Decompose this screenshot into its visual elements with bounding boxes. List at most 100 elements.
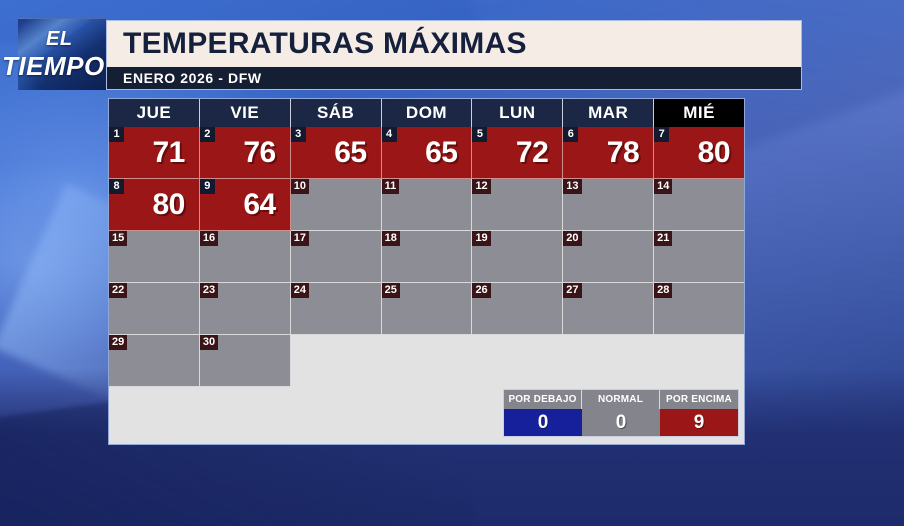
calendar-empty-cell bbox=[654, 335, 745, 387]
calendar-day-cell-8[interactable]: 8 80 bbox=[109, 179, 200, 231]
day-number-badge: 11 bbox=[381, 179, 400, 194]
legend-label-above: POR ENCIMA bbox=[660, 390, 738, 409]
temperature-value: 78 bbox=[606, 135, 640, 169]
calendar-week-row: 15 16 17 18 19 20 21 bbox=[109, 231, 745, 283]
day-number-badge: 7 bbox=[654, 127, 670, 142]
calendar-day-cell-16[interactable]: 16 bbox=[199, 231, 291, 283]
logo-background bbox=[18, 18, 106, 90]
logo-line-tiempo: TIEMPO bbox=[2, 51, 105, 81]
day-number-badge: 22 bbox=[109, 283, 128, 298]
logo-text: EL TIEMPO bbox=[2, 18, 106, 90]
temperature-value: 76 bbox=[243, 135, 276, 169]
day-number-badge: 28 bbox=[654, 283, 673, 298]
calendar-day-cell-27[interactable]: 27 bbox=[563, 283, 655, 335]
calendar-panel: JUE VIE SÁB DOM LUN MAR MIÉ 1 71 2 76 3 65 4 65 5 72 6 78… bbox=[108, 98, 745, 445]
day-number-badge: 12 bbox=[472, 179, 491, 194]
legend-column-normal: NORMAL 0 bbox=[582, 390, 660, 436]
temperature-value: 65 bbox=[334, 135, 367, 169]
calendar-day-cell-1[interactable]: 1 71 bbox=[109, 127, 200, 179]
day-number-badge: 2 bbox=[199, 127, 215, 142]
calendar-day-cell-9[interactable]: 9 64 bbox=[199, 179, 291, 231]
calendar-grid: 1 71 2 76 3 65 4 65 5 72 6 78 7 80 8 80 9 64 10 11 12 13 14 15 1… bbox=[109, 127, 745, 387]
page-subtitle: ENERO 2026 - DFW bbox=[107, 67, 801, 89]
day-number-badge: 19 bbox=[472, 231, 491, 246]
calendar-day-cell-10[interactable]: 10 bbox=[290, 179, 382, 231]
day-header-mié: MIÉ bbox=[654, 99, 745, 127]
day-number-badge: 25 bbox=[381, 283, 400, 298]
calendar-day-cell-24[interactable]: 24 bbox=[290, 283, 382, 335]
day-number-badge: 24 bbox=[290, 283, 309, 298]
calendar-empty-cell bbox=[563, 335, 655, 387]
legend-label-below: POR DEBAJO bbox=[504, 390, 582, 409]
calendar-week-row: 29 30 bbox=[109, 335, 745, 387]
temperature-value: 80 bbox=[697, 135, 731, 169]
legend-column-below: POR DEBAJO 0 bbox=[504, 390, 582, 436]
background-corner-shadow-right bbox=[579, 442, 904, 526]
day-header-row: JUE VIE SÁB DOM LUN MAR MIÉ bbox=[109, 99, 745, 127]
calendar-day-cell-20[interactable]: 20 bbox=[563, 231, 655, 283]
calendar-week-row: 1 71 2 76 3 65 4 65 5 72 6 78 7 80 bbox=[109, 127, 745, 179]
day-number-badge: 27 bbox=[563, 283, 582, 298]
day-number-badge: 13 bbox=[563, 179, 582, 194]
calendar-day-cell-30[interactable]: 30 bbox=[199, 335, 291, 387]
calendar-day-cell-13[interactable]: 13 bbox=[563, 179, 655, 231]
day-number-badge: 3 bbox=[290, 127, 306, 142]
calendar-day-cell-23[interactable]: 23 bbox=[199, 283, 291, 335]
legend-value-below: 0 bbox=[504, 409, 582, 436]
legend-column-above: POR ENCIMA 9 bbox=[660, 390, 738, 436]
calendar-day-cell-5[interactable]: 5 72 bbox=[472, 127, 564, 179]
day-number-badge: 26 bbox=[472, 283, 491, 298]
day-header-mar: MAR bbox=[563, 99, 655, 127]
page-title-text: TEMPERATURAS MÁXIMAS bbox=[123, 27, 527, 60]
logo-line-el: EL bbox=[46, 28, 73, 50]
calendar-empty-cell bbox=[381, 335, 473, 387]
page-subtitle-text: ENERO 2026 - DFW bbox=[123, 70, 262, 86]
day-header-dom: DOM bbox=[381, 99, 473, 127]
day-header-sáb: SÁB bbox=[290, 99, 382, 127]
day-number-badge: 14 bbox=[654, 179, 673, 194]
calendar-day-cell-19[interactable]: 19 bbox=[472, 231, 564, 283]
calendar-day-cell-28[interactable]: 28 bbox=[654, 283, 745, 335]
legend-label-normal: NORMAL bbox=[582, 390, 660, 409]
temperature-value: 65 bbox=[425, 135, 458, 169]
temperature-value: 71 bbox=[152, 135, 185, 169]
calendar-day-cell-17[interactable]: 17 bbox=[290, 231, 382, 283]
calendar-day-cell-15[interactable]: 15 bbox=[109, 231, 200, 283]
calendar-day-cell-2[interactable]: 2 76 bbox=[199, 127, 291, 179]
calendar-empty-cell bbox=[472, 335, 564, 387]
day-number-badge: 8 bbox=[109, 179, 124, 194]
day-number-badge: 6 bbox=[563, 127, 579, 142]
calendar-day-cell-22[interactable]: 22 bbox=[109, 283, 200, 335]
calendar-day-cell-26[interactable]: 26 bbox=[472, 283, 564, 335]
day-number-badge: 16 bbox=[199, 231, 219, 246]
temperature-value: 72 bbox=[515, 135, 549, 169]
legend-value-normal: 0 bbox=[582, 409, 660, 436]
title-bar: TEMPERATURAS MÁXIMAS ENERO 2026 - DFW bbox=[106, 20, 802, 90]
calendar-day-cell-7[interactable]: 7 80 bbox=[654, 127, 745, 179]
day-number-badge: 20 bbox=[563, 231, 582, 246]
calendar-day-cell-6[interactable]: 6 78 bbox=[563, 127, 655, 179]
day-number-badge: 17 bbox=[290, 231, 309, 246]
calendar-day-cell-29[interactable]: 29 bbox=[109, 335, 200, 387]
legend: POR DEBAJO 0 NORMAL 0 POR ENCIMA 9 bbox=[503, 389, 739, 437]
day-header-vie: VIE bbox=[199, 99, 291, 127]
day-number-badge: 10 bbox=[290, 179, 309, 194]
calendar-empty-cell bbox=[290, 335, 382, 387]
day-number-badge: 1 bbox=[109, 127, 124, 142]
day-number-badge: 23 bbox=[199, 283, 219, 298]
calendar-day-cell-14[interactable]: 14 bbox=[654, 179, 745, 231]
calendar-day-cell-11[interactable]: 11 bbox=[381, 179, 473, 231]
page-title: TEMPERATURAS MÁXIMAS bbox=[107, 21, 801, 67]
calendar-day-cell-4[interactable]: 4 65 bbox=[381, 127, 473, 179]
calendar-day-cell-18[interactable]: 18 bbox=[381, 231, 473, 283]
calendar-day-cell-3[interactable]: 3 65 bbox=[290, 127, 382, 179]
calendar-day-cell-21[interactable]: 21 bbox=[654, 231, 745, 283]
day-header-lun: LUN bbox=[472, 99, 564, 127]
day-number-badge: 21 bbox=[654, 231, 673, 246]
day-number-badge: 30 bbox=[199, 335, 219, 350]
day-number-badge: 9 bbox=[199, 179, 215, 194]
day-header-jue: JUE bbox=[109, 99, 200, 127]
calendar-day-cell-12[interactable]: 12 bbox=[472, 179, 564, 231]
day-number-badge: 15 bbox=[109, 231, 128, 246]
calendar-day-cell-25[interactable]: 25 bbox=[381, 283, 473, 335]
